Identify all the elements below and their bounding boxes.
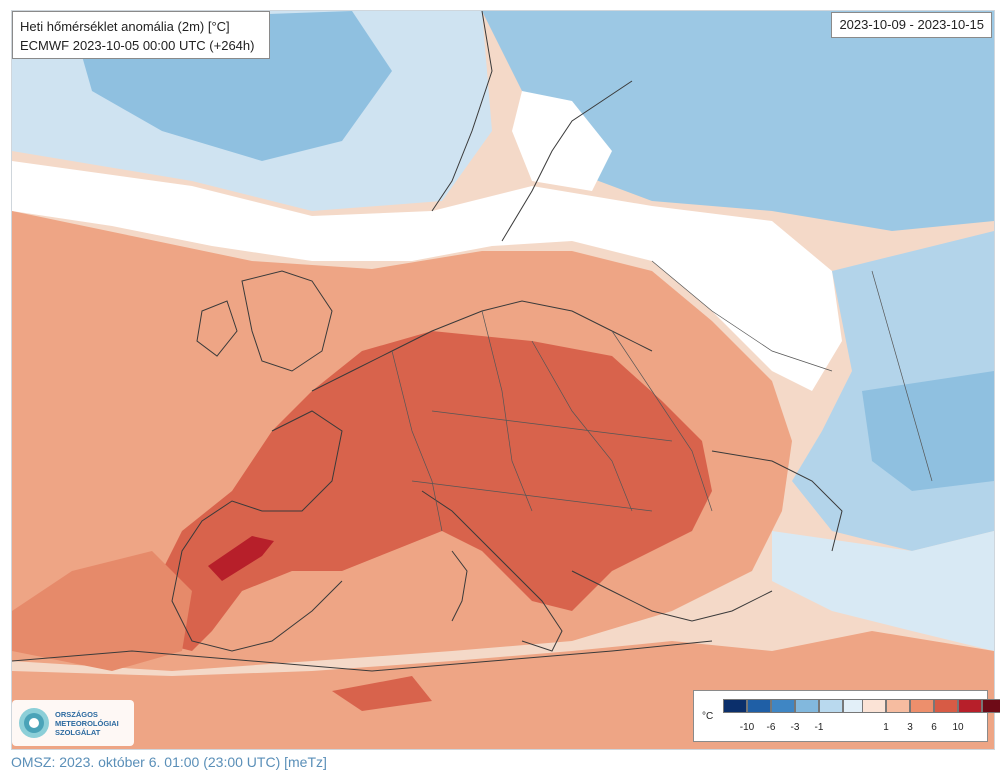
- legend-swatch-warm-2: [910, 699, 934, 713]
- color-legend: °C -10 -6 -3 -1 1 3 6 10: [693, 690, 1000, 742]
- legend-swatch-warm-3: [934, 699, 958, 713]
- map-title-box: Heti hőmérséklet anomália (2m) [°C] ECMW…: [12, 11, 270, 59]
- logo-line-2: METEOROLÓGIAI: [55, 718, 119, 728]
- logo-line-3: SZOLGÁLAT: [55, 727, 101, 737]
- valid-period-box: 2023-10-09 - 2023-10-15: [831, 12, 992, 38]
- country-borders: [391, 260, 933, 532]
- legend-swatch-cold-2: [771, 699, 795, 713]
- legend-swatch-warm-0: [862, 699, 886, 713]
- map-title: Heti hőmérséklet anomália (2m) [°C]: [20, 19, 230, 34]
- neutral-black-sea: [772, 531, 994, 651]
- legend-unit: °C: [702, 711, 714, 722]
- legend-tick-label: 1: [883, 722, 889, 733]
- legend-swatch-cold-1: [747, 699, 771, 713]
- model-run-label: ECMWF 2023-10-05 00:00 UTC (+264h): [20, 38, 255, 53]
- legend-swatch-cold-0: [723, 699, 747, 713]
- legend-swatch-cold-4: [819, 699, 843, 713]
- warm-zone-sahara-patch: [332, 676, 432, 711]
- cold-zone-scandinavia: [482, 11, 994, 231]
- legend-tick-label: -3: [790, 722, 800, 733]
- legend-tick-label: 3: [907, 722, 913, 733]
- map-canvas: [12, 11, 994, 749]
- legend-swatch-cold-3: [795, 699, 819, 713]
- legend-tick-label: -6: [766, 722, 776, 733]
- legend-tick-label: 6: [931, 722, 937, 733]
- legend-tick-label: 10: [952, 722, 964, 733]
- cold-zone-east-deep: [862, 371, 994, 491]
- legend-swatch-warm-4: [958, 699, 982, 713]
- legend-tick-label: -10: [739, 722, 755, 733]
- neutral-baltic: [512, 91, 612, 191]
- warm-zone-iberia-hotspot: [208, 536, 274, 581]
- valid-period-label: 2023-10-09 - 2023-10-15: [839, 17, 984, 32]
- omsz-logo-icon: [17, 706, 51, 740]
- footer-credit: OMSZ: 2023. október 6. 01:00 (23:00 UTC)…: [11, 754, 327, 770]
- legend-swatch-warm-5: [982, 699, 1000, 713]
- coastlines: [12, 11, 843, 672]
- legend-tick-label: -1: [814, 722, 824, 733]
- legend-swatch-warm-1: [886, 699, 910, 713]
- anomaly-map: [11, 10, 995, 750]
- warm-zone-atlantic-sw: [12, 551, 192, 671]
- neutral-band: [12, 161, 842, 391]
- omsz-logo: ORSZÁGOS METEOROLÓGIAI SZOLGÁLAT: [12, 700, 134, 746]
- logo-line-1: ORSZÁGOS: [55, 709, 98, 719]
